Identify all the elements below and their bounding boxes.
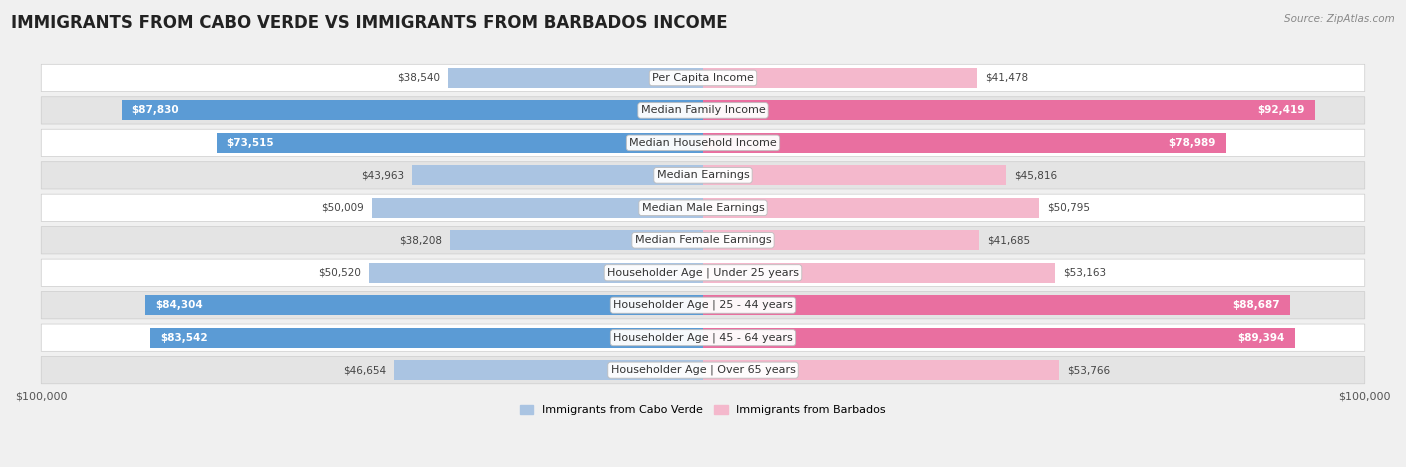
Bar [703,360,1059,380]
Text: $50,520: $50,520 [318,268,361,278]
Text: $50,009: $50,009 [322,203,364,213]
Text: $43,963: $43,963 [361,170,404,180]
Text: $84,304: $84,304 [155,300,202,310]
FancyBboxPatch shape [41,226,1365,254]
Bar [703,100,1315,120]
Bar [449,68,703,88]
Text: Median Earnings: Median Earnings [657,170,749,180]
Text: Per Capita Income: Per Capita Income [652,73,754,83]
Bar [703,295,1289,315]
Text: $45,816: $45,816 [1014,170,1057,180]
FancyBboxPatch shape [41,324,1365,351]
Text: Median Household Income: Median Household Income [628,138,778,148]
FancyBboxPatch shape [41,356,1365,384]
FancyBboxPatch shape [41,162,1365,189]
Bar [150,328,703,348]
Text: $78,989: $78,989 [1168,138,1216,148]
Bar [703,165,1007,185]
FancyBboxPatch shape [41,194,1365,221]
Text: $41,478: $41,478 [986,73,1029,83]
Text: Median Male Earnings: Median Male Earnings [641,203,765,213]
Text: $73,515: $73,515 [226,138,274,148]
Bar [703,68,977,88]
Bar [394,360,703,380]
Bar [450,230,703,250]
Bar [368,262,703,283]
FancyBboxPatch shape [41,64,1365,92]
Text: Householder Age | 45 - 64 years: Householder Age | 45 - 64 years [613,333,793,343]
Text: Householder Age | 25 - 44 years: Householder Age | 25 - 44 years [613,300,793,311]
Bar [373,198,703,218]
Text: $88,687: $88,687 [1232,300,1279,310]
FancyBboxPatch shape [41,129,1365,156]
Bar [122,100,703,120]
Bar [703,133,1226,153]
Text: $83,542: $83,542 [160,333,208,343]
Bar [145,295,703,315]
Bar [703,230,979,250]
Text: Median Family Income: Median Family Income [641,106,765,115]
Text: $92,419: $92,419 [1257,106,1305,115]
Legend: Immigrants from Cabo Verde, Immigrants from Barbados: Immigrants from Cabo Verde, Immigrants f… [516,401,890,420]
Text: $46,654: $46,654 [343,365,387,375]
Text: Median Female Earnings: Median Female Earnings [634,235,772,245]
Text: $87,830: $87,830 [132,106,180,115]
FancyBboxPatch shape [41,291,1365,319]
FancyBboxPatch shape [41,259,1365,286]
FancyBboxPatch shape [41,97,1365,124]
Text: $38,208: $38,208 [399,235,443,245]
Bar [412,165,703,185]
Bar [217,133,703,153]
Text: Householder Age | Over 65 years: Householder Age | Over 65 years [610,365,796,375]
Text: $53,163: $53,163 [1063,268,1107,278]
Bar [703,262,1054,283]
Bar [703,198,1039,218]
Bar [703,328,1295,348]
Text: Householder Age | Under 25 years: Householder Age | Under 25 years [607,268,799,278]
Text: $89,394: $89,394 [1237,333,1285,343]
Text: $50,795: $50,795 [1047,203,1090,213]
Text: $41,685: $41,685 [987,235,1031,245]
Text: $53,766: $53,766 [1067,365,1109,375]
Text: IMMIGRANTS FROM CABO VERDE VS IMMIGRANTS FROM BARBADOS INCOME: IMMIGRANTS FROM CABO VERDE VS IMMIGRANTS… [11,14,728,32]
Text: $38,540: $38,540 [396,73,440,83]
Text: Source: ZipAtlas.com: Source: ZipAtlas.com [1284,14,1395,24]
